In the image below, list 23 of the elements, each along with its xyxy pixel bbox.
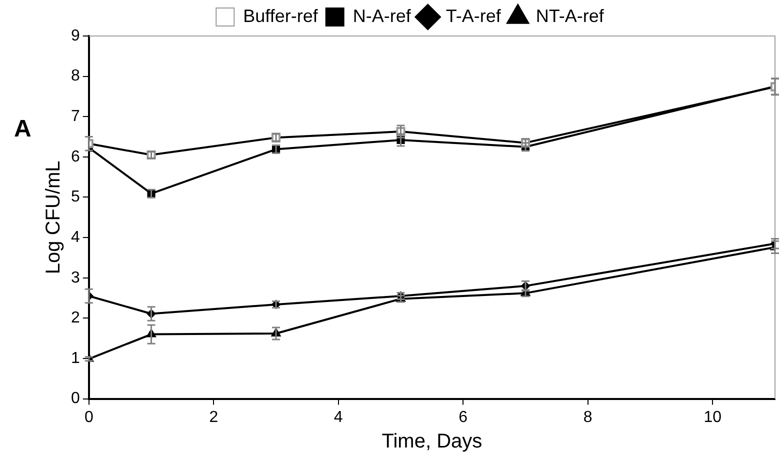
y-tick-label: 2 — [70, 310, 80, 327]
x-tick-label: 10 — [704, 408, 722, 426]
y-tick-label: 4 — [70, 228, 80, 246]
y-tick-label: 8 — [70, 68, 80, 85]
y-tick-label: 1 — [70, 350, 80, 367]
x-axis-title: Time, Days — [382, 430, 482, 453]
x-tick-label: 2 — [209, 408, 218, 426]
x-tick-label: 6 — [458, 408, 468, 426]
y-tick-label: 7 — [70, 108, 80, 126]
text: A — [14, 116, 32, 143]
legend-label: N-A-ref — [352, 6, 412, 26]
y-tick-label: 9 — [70, 27, 80, 44]
x-tick-label: 4 — [334, 408, 343, 426]
legend-label: Buffer-ref — [243, 6, 319, 26]
y-tick-label: 5 — [70, 188, 80, 206]
y-axis-title: Log CFU/mL — [42, 160, 65, 274]
y-tick-label: 0 — [70, 390, 80, 408]
y-tick-label: 6 — [70, 148, 80, 166]
x-tick-label: 0 — [84, 408, 94, 426]
legend-label: NT-A-ref — [536, 6, 605, 26]
legend-label: T-A-ref — [446, 6, 502, 26]
y-tick-label: 3 — [70, 269, 80, 286]
x-tick-label: 8 — [583, 408, 592, 426]
